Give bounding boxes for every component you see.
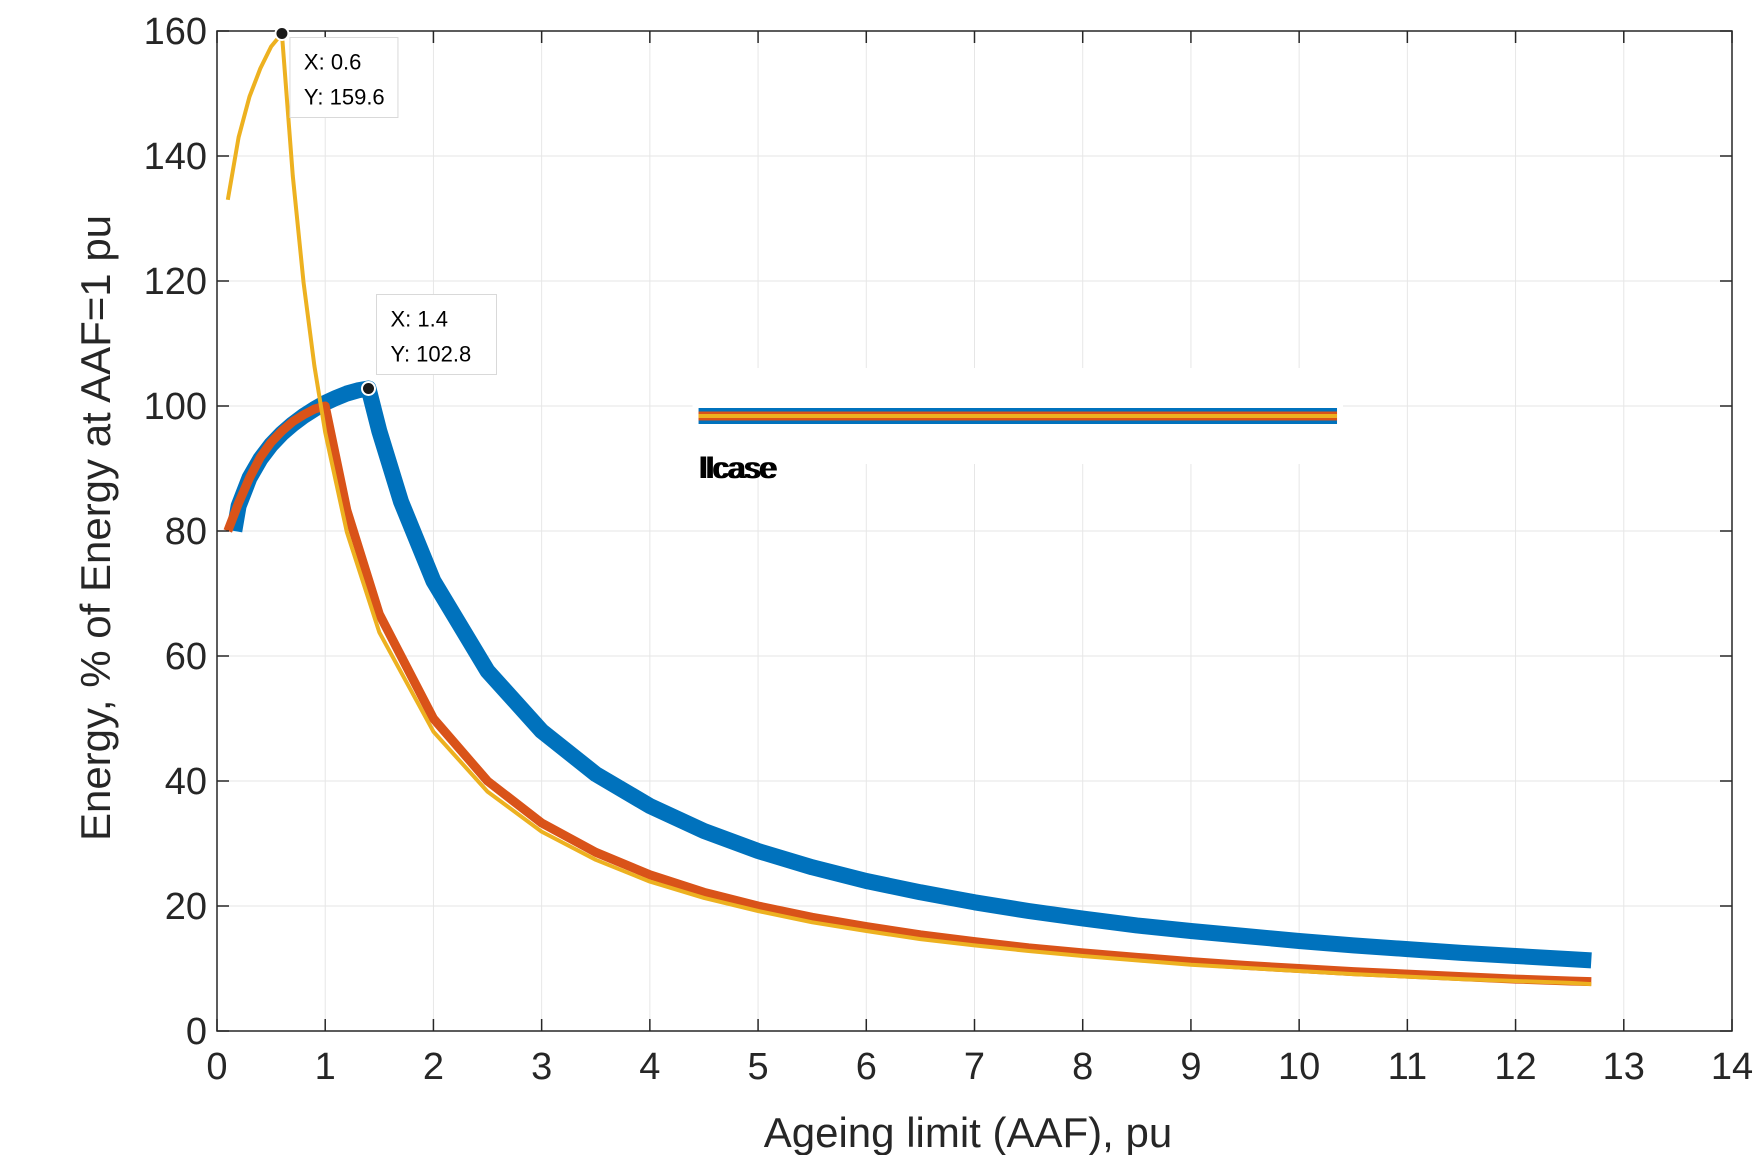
- x-tick-label: 5: [748, 1046, 769, 1088]
- y-tick-label: 140: [144, 136, 207, 178]
- x-tick-label: 10: [1278, 1046, 1320, 1088]
- x-tick-label: 2: [423, 1046, 444, 1088]
- datatip-marker: [361, 381, 376, 396]
- y-tick-label: 40: [165, 761, 207, 803]
- x-tick-label: 4: [639, 1046, 660, 1088]
- x-tick-label: 8: [1072, 1046, 1093, 1088]
- datatip-y-label: Y: 102.8: [391, 342, 472, 367]
- x-tick-label: 9: [1180, 1046, 1201, 1088]
- series-2: [223, 401, 1592, 987]
- legend-entry-label: llcase: [702, 452, 779, 485]
- x-tick-label: 14: [1711, 1046, 1753, 1088]
- y-axis-title: Energy, % of Energy at AAF=1 pu: [72, 215, 119, 841]
- x-tick-label: 3: [531, 1046, 552, 1088]
- x-tick-label: 12: [1494, 1046, 1536, 1088]
- series-3: [225, 31, 1592, 987]
- y-tick-label: 160: [144, 11, 207, 53]
- y-tick-label: 60: [165, 636, 207, 678]
- datatip-y-label: Y: 159.6: [304, 85, 385, 110]
- y-tick-label: 120: [144, 261, 207, 303]
- y-tick-label: 100: [144, 386, 207, 428]
- x-axis-title: Ageing limit (AAF), pu: [764, 1109, 1172, 1155]
- x-tick-label: 0: [206, 1046, 227, 1088]
- y-tick-label: 80: [165, 511, 207, 553]
- datatip: X: 0.6 Y: 159.6: [274, 26, 399, 118]
- y-tick-label: 20: [165, 886, 207, 928]
- ticks: 0 1 2 3 4 5 6 7 8 9 10 11 12 13 1402040608010012014016…: [144, 11, 1754, 1088]
- series-line: [223, 401, 1592, 987]
- datatip-box: [376, 294, 497, 375]
- x-tick-label: 7: [964, 1046, 985, 1088]
- x-tick-label: 13: [1603, 1046, 1645, 1088]
- x-tick-label: 6: [856, 1046, 877, 1088]
- series-line: [225, 31, 1592, 987]
- x-tick-label: 11: [1388, 1046, 1427, 1088]
- datatip-x-label: X: 0.6: [304, 50, 361, 75]
- datatip-x-label: X: 1.4: [391, 307, 448, 332]
- datatip-box: [289, 37, 399, 118]
- datatip: X: 1.4 Y: 102.8: [361, 294, 497, 396]
- y-tick-label: 0: [186, 1011, 207, 1053]
- series-layer: [223, 31, 1592, 987]
- datatip-marker: [274, 26, 290, 41]
- legend-entry-label: llcase: [700, 452, 777, 485]
- x-tick-label: 1: [315, 1046, 336, 1088]
- datatips: X: 0.6 Y: 159.6 X: 1.4 Y: 102.8: [274, 26, 497, 396]
- legend-entry-label: llcase: [699, 452, 776, 485]
